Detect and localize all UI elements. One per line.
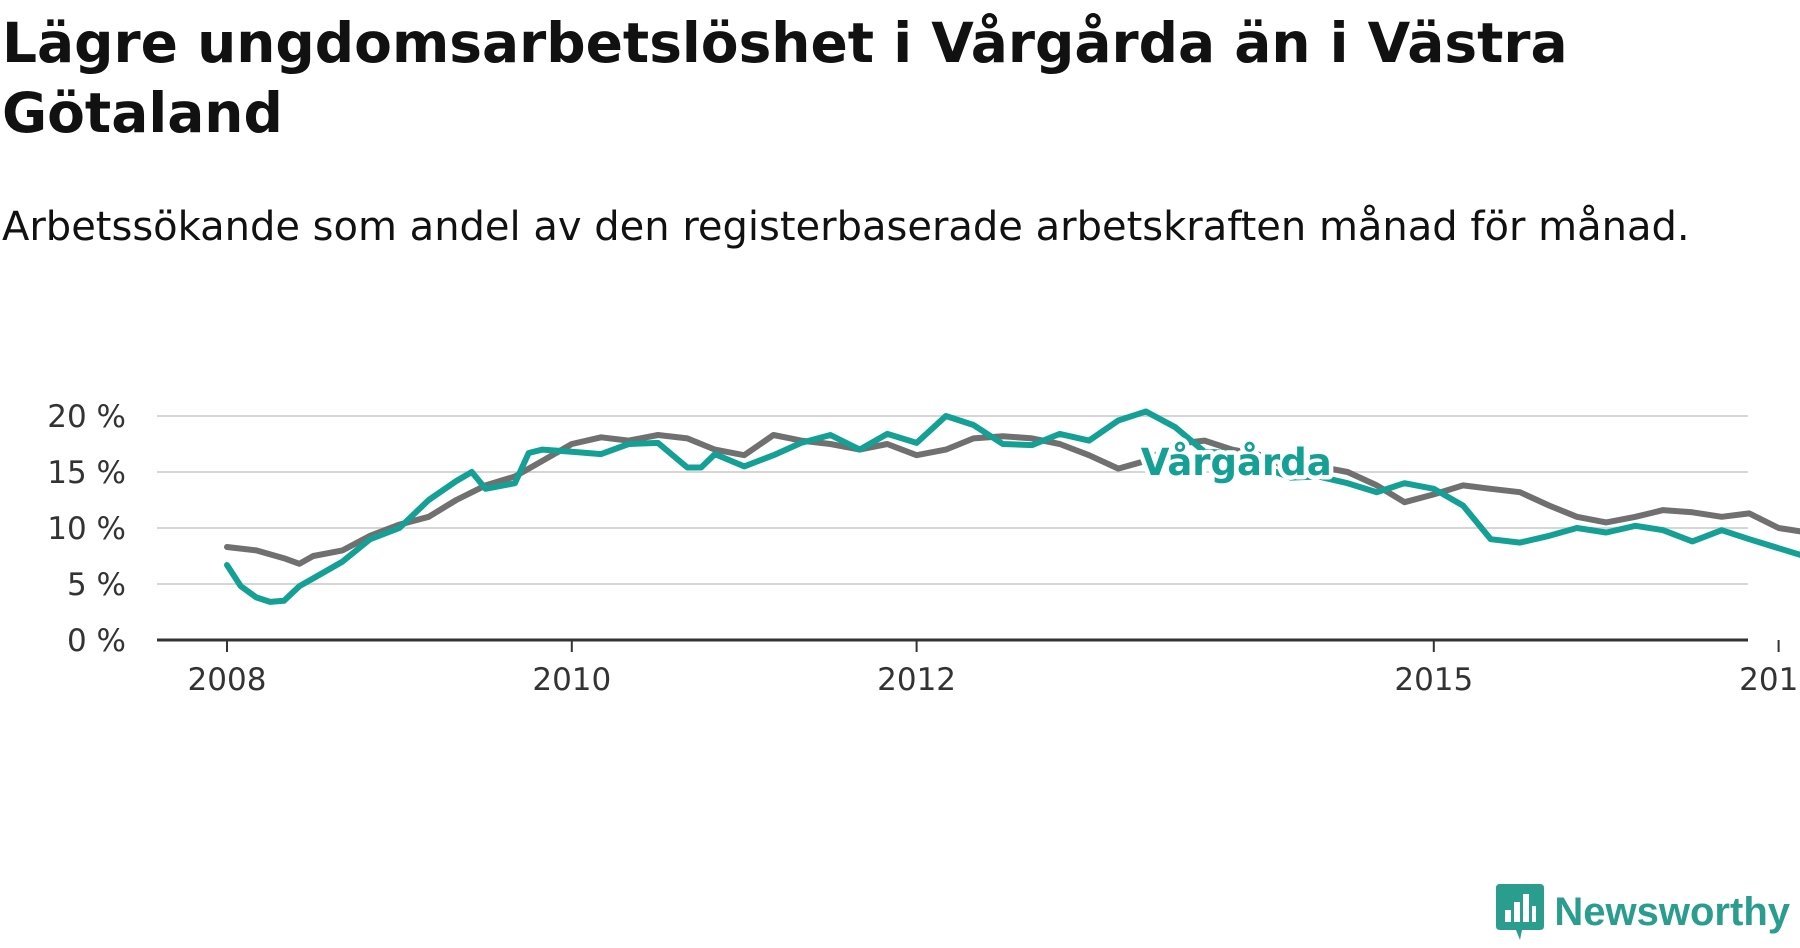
newsworthy-logo-icon [1496, 884, 1545, 940]
chart-subtitle: Arbetssökande som andel av den registerb… [2, 204, 1690, 250]
line-chart: 0 %5 %10 %15 %20 %2008201020122015201720… [47, 399, 1800, 698]
y-tick-label: 5 % [67, 567, 126, 603]
y-tick-label: 15 % [47, 455, 126, 491]
newsworthy-logo: Newsworthy [1496, 884, 1790, 940]
x-tick-label: 2017 [1739, 662, 1800, 698]
x-tick-label: 2012 [877, 662, 956, 698]
y-tick-label: 0 % [67, 623, 126, 659]
series-label: Vårgårda [1141, 441, 1332, 484]
x-tick-label: 2008 [188, 662, 267, 698]
x-tick-label: 2010 [532, 662, 611, 698]
y-tick-label: 10 % [47, 511, 126, 547]
chart-title: Lägre ungdomsarbetslöshet i Vårgårda än … [2, 11, 1568, 145]
x-tick-label: 2015 [1394, 662, 1473, 698]
y-tick-label: 20 % [47, 399, 126, 435]
newsworthy-logo-text: Newsworthy [1554, 889, 1790, 934]
series-line [224, 432, 1800, 567]
series-line [224, 408, 1800, 605]
